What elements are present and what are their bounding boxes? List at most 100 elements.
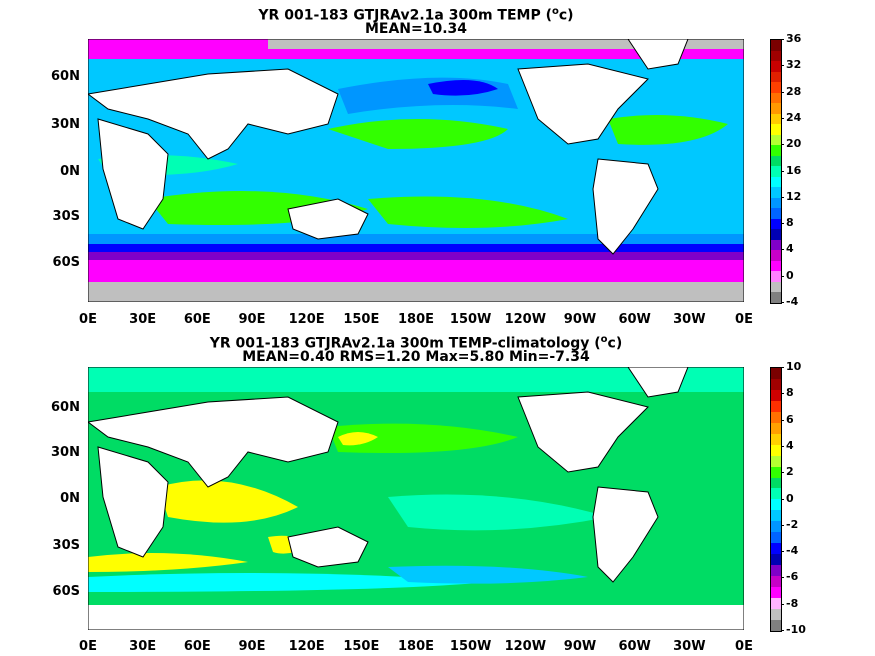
panel2-lon-label: 90E [238, 639, 266, 654]
colorbar-label: 0 [786, 268, 794, 282]
colorbar-label: 20 [786, 137, 802, 151]
colorbar-label: 32 [786, 58, 802, 72]
colorbar-label: 8 [786, 386, 794, 400]
colorbar-swatch [771, 71, 781, 83]
colorbar-swatch [771, 271, 781, 282]
panel2-lon-label: 60W [618, 639, 651, 654]
panel1-lon-label: 120W [504, 312, 547, 327]
colorbar-swatch [771, 510, 781, 522]
colorbar-tick [781, 367, 784, 368]
colorbar-swatch [771, 281, 781, 293]
panel1-lon-label: 150W [449, 312, 492, 327]
colorbar-swatch [771, 145, 781, 156]
panel1-lat-label: 60S [52, 255, 80, 270]
colorbar-label: 24 [786, 110, 802, 124]
panel1-title-unit: c) [558, 7, 574, 24]
colorbar-swatch [771, 411, 781, 423]
colorbar-swatch [771, 250, 781, 261]
colorbar-tick [781, 39, 784, 40]
panel2-lon-label: 90W [563, 639, 597, 654]
panel1-map [88, 39, 744, 302]
colorbar-tick [781, 524, 784, 526]
panel1-lon-label: 60E [183, 312, 211, 327]
panel1-mean: MEAN=10.34 [364, 21, 468, 37]
panel1-colorbar [770, 39, 782, 304]
panel1-lat-label: 0N [60, 164, 80, 179]
colorbar-swatch [771, 499, 781, 511]
colorbar-swatch [771, 400, 781, 412]
colorbar-tick [781, 603, 784, 605]
colorbar-label: 4 [786, 438, 794, 452]
panel2-lon-label: 180E [397, 639, 435, 654]
colorbar-label: 12 [786, 189, 802, 203]
colorbar-swatch [771, 134, 781, 146]
panel1-lat-label: 30N [51, 117, 80, 132]
colorbar-swatch [771, 444, 781, 456]
colorbar-swatch [771, 608, 781, 620]
panel1-lon-label: 90W [563, 312, 597, 327]
panel1-lon-label: 30E [129, 312, 157, 327]
panel2-lat-label: 60S [52, 584, 80, 599]
colorbar-tick [781, 302, 784, 303]
colorbar-swatch [771, 103, 781, 114]
colorbar-tick [781, 91, 784, 93]
panel2-lon-label: 30E [129, 639, 157, 654]
colorbar-label: 36 [786, 32, 802, 45]
colorbar-swatch [771, 187, 781, 198]
colorbar-label: 2 [786, 465, 794, 479]
colorbar-label: 28 [786, 84, 802, 98]
colorbar-label: 0 [786, 491, 794, 505]
panel1-lon-label: 0E [79, 312, 97, 327]
colorbar-tick [781, 65, 784, 67]
panel2-lon-label: 150W [449, 639, 492, 654]
panel2-lon-label: 0E [79, 639, 97, 654]
colorbar-swatch [771, 466, 781, 478]
colorbar-tick [781, 275, 784, 277]
colorbar-swatch [771, 208, 781, 219]
colorbar-tick [781, 445, 784, 447]
colorbar-swatch [771, 176, 781, 188]
colorbar-swatch [771, 113, 781, 125]
panel1-lon-label: 60W [618, 312, 651, 327]
colorbar-swatch [771, 554, 781, 566]
panel1-title: YR 001-183 GTJRAv2.1a 300m TEMP (oc) [258, 6, 574, 24]
colorbar-tick [781, 630, 784, 631]
colorbar-swatch [771, 378, 781, 390]
colorbar-label: 16 [786, 163, 802, 177]
colorbar-swatch [771, 124, 781, 135]
colorbar-tick [781, 551, 784, 553]
panel2-lon-label: 0E [735, 639, 753, 654]
colorbar-label: -4 [786, 295, 799, 308]
colorbar-swatch [771, 239, 781, 251]
colorbar-swatch [771, 455, 781, 467]
panel2-stats: MEAN=0.40 RMS=1.20 Max=5.80 Min=-7.34 [242, 349, 590, 365]
colorbar-swatch [771, 368, 781, 379]
colorbar-swatch [771, 389, 781, 401]
colorbar-label: 6 [786, 412, 794, 426]
colorbar-swatch [771, 50, 781, 62]
colorbar-swatch [771, 155, 781, 167]
colorbar-tick [781, 393, 784, 395]
panel2-title: YR 001-183 GTJRAv2.1a 300m TEMP-climatol… [209, 334, 623, 352]
panel2-lon-label: 120E [288, 639, 325, 654]
panel2-title-text: YR 001-183 GTJRAv2.1a 300m TEMP-climatol… [209, 335, 601, 352]
panel2-lat-label: 60N [51, 400, 80, 415]
panel2-lon-label: 60E [183, 639, 211, 654]
colorbar-label: -2 [786, 517, 799, 531]
colorbar-label: 4 [786, 242, 794, 256]
colorbar-swatch [771, 619, 781, 631]
panel2-lon-label: 150E [343, 639, 380, 654]
colorbar-swatch [771, 218, 781, 230]
colorbar-swatch [771, 488, 781, 500]
colorbar-tick [781, 223, 784, 225]
panel1-lon-label: 120E [288, 312, 325, 327]
panel2-lat-label: 0N [60, 491, 80, 506]
panel2-colorbar [770, 367, 782, 632]
colorbar-tick [781, 196, 784, 198]
panel1-lon-label: 30W [673, 312, 706, 327]
panel1-lon-label: 0E [735, 312, 753, 327]
colorbar-tick [781, 472, 784, 474]
colorbar-tick [781, 577, 784, 579]
colorbar-swatch [771, 433, 781, 445]
panel1-title-text: YR 001-183 GTJRAv2.1a 300m TEMP ( [258, 7, 552, 24]
